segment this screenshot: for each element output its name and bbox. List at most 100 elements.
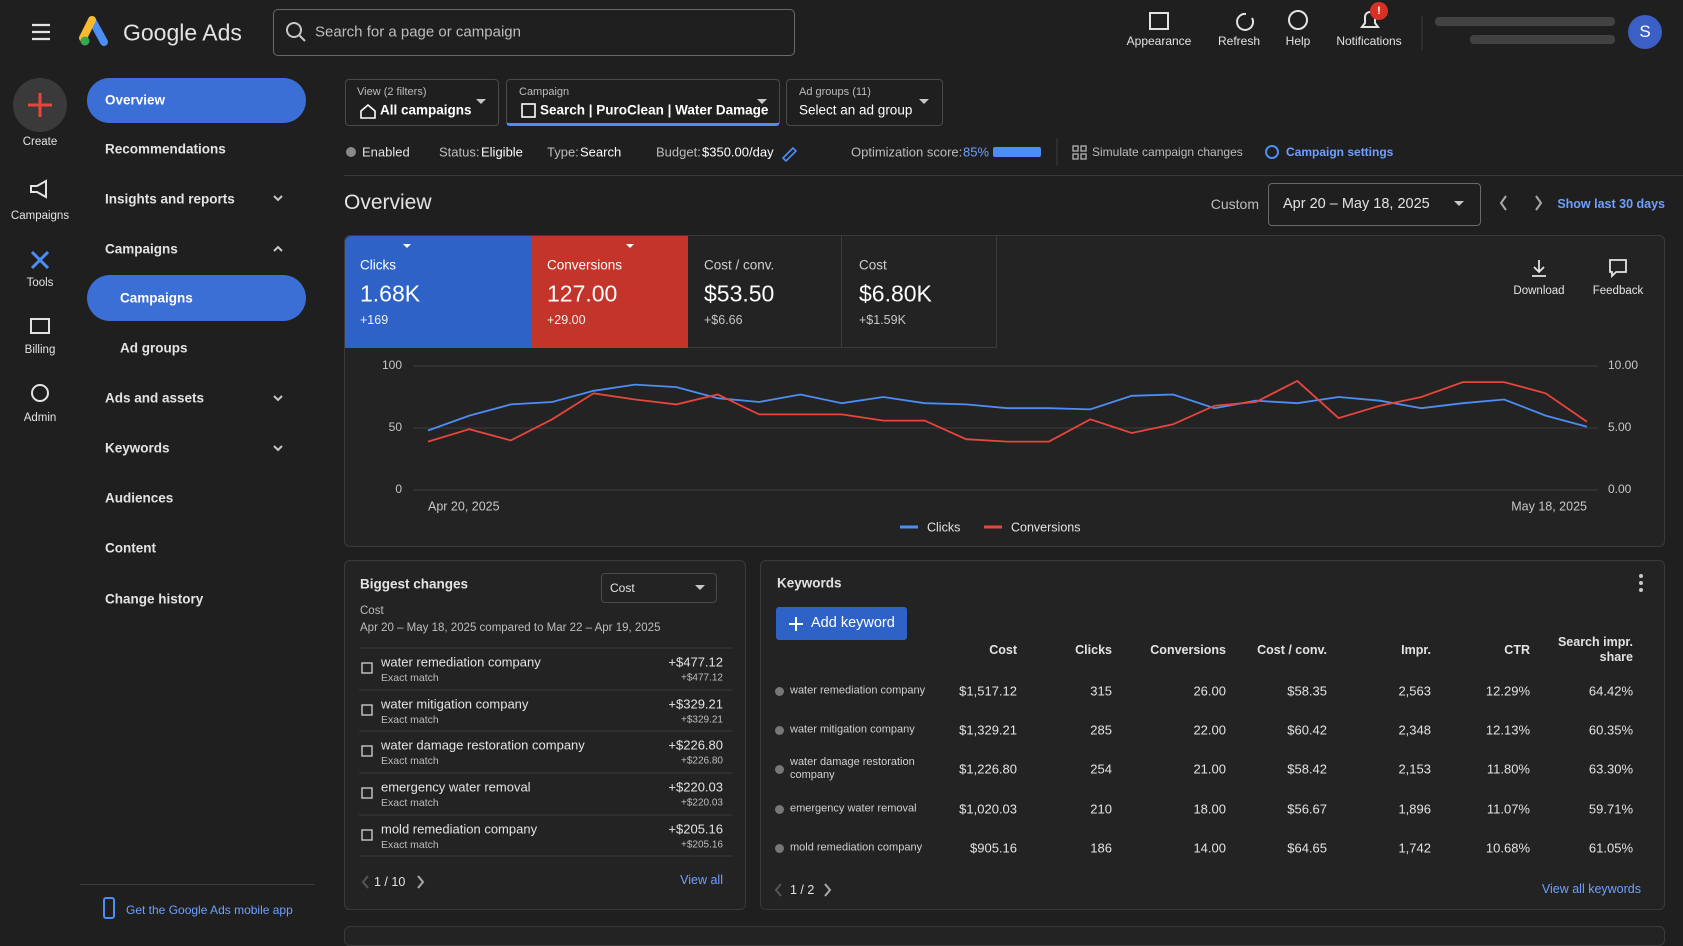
add-keyword-label[interactable]: Add keyword <box>811 615 895 631</box>
header-action[interactable]: Appearance <box>1126 34 1192 48</box>
blurred-account <box>1470 35 1615 44</box>
campaign-filter[interactable] <box>506 79 780 126</box>
nav-item[interactable]: Campaigns <box>105 241 178 257</box>
optimization-bar <box>993 147 1041 157</box>
date-value[interactable]: Apr 20 – May 18, 2025 <box>1283 196 1430 212</box>
rail-item[interactable]: Tools <box>26 277 54 289</box>
scorecard-clicks[interactable] <box>345 236 531 348</box>
nav-item[interactable]: Insights and reports <box>105 191 235 207</box>
mobile-app-link[interactable]: Get the Google Ads mobile app <box>126 903 293 917</box>
adgroup-filter[interactable] <box>786 79 943 126</box>
change-keyword[interactable]: emergency water removal <box>381 779 531 795</box>
tools-icon[interactable] <box>30 250 50 270</box>
nav-item[interactable]: Overview <box>105 92 166 108</box>
column-header: Conversions <box>1150 643 1226 657</box>
keyword-cell: 285 <box>1090 722 1112 738</box>
keyword-cell: $58.42 <box>1287 761 1327 777</box>
keyword-text[interactable]: mold remediation company <box>790 841 923 854</box>
scorecard-delta: +$1.59K <box>859 313 906 327</box>
keyword-cell: $56.67 <box>1287 801 1327 817</box>
menu-icon[interactable] <box>32 23 50 41</box>
nav-chevrons[interactable] <box>273 195 283 452</box>
search-placeholder[interactable]: Search for a page or campaign <box>315 23 521 41</box>
notifications-icon[interactable] <box>1360 11 1380 28</box>
billing-icon[interactable] <box>30 318 50 334</box>
create-button[interactable] <box>13 78 67 132</box>
scorecard-cost-conv[interactable] <box>688 236 842 348</box>
nav-item[interactable]: Recommendations <box>105 141 226 157</box>
keyword-cell: 2,348 <box>1398 722 1431 738</box>
y2-tick-label: 0.00 <box>1608 482 1632 496</box>
chart-action[interactable]: Feedback <box>1592 285 1644 297</box>
keyword-cell: 64.42% <box>1588 683 1633 699</box>
series-line <box>427 379 1588 443</box>
filter-value[interactable]: Search | PuroClean | Water Damage <box>540 102 769 118</box>
nav-item[interactable]: Ads and assets <box>105 390 205 406</box>
change-value: +$477.12 <box>668 654 723 670</box>
nav-item[interactable]: Content <box>105 540 156 556</box>
campaigns-icon[interactable] <box>30 179 47 199</box>
nav-item[interactable]: Keywords <box>105 440 170 456</box>
filter-value[interactable]: Select an ad group <box>799 102 913 118</box>
keyword-text[interactable]: water remediation company <box>790 684 926 697</box>
chart-action[interactable]: Download <box>1513 285 1565 297</box>
header-action[interactable]: Refresh <box>1217 34 1261 48</box>
change-keyword[interactable]: water remediation company <box>381 654 541 670</box>
scorecard-name: Cost / conv. <box>704 257 775 273</box>
admin-icon[interactable] <box>31 384 49 402</box>
scorecard-cost[interactable] <box>842 236 997 348</box>
keyword-text[interactable]: water mitigation company <box>790 723 915 736</box>
rail-item[interactable]: Campaigns <box>10 210 70 222</box>
settings-link[interactable]: Campaign settings <box>1286 145 1394 159</box>
nav-item[interactable]: Audiences <box>105 490 174 506</box>
keyword-cell: $58.35 <box>1287 683 1327 699</box>
rail-item[interactable]: Create <box>22 136 58 148</box>
column-header: CTR <box>1504 643 1530 657</box>
keyword-text[interactable]: emergency water removal <box>790 802 917 815</box>
keyword-text[interactable]: water damage restoration company <box>790 755 915 781</box>
filter-value[interactable]: All campaigns <box>380 102 472 118</box>
rail-item[interactable]: Billing <box>24 344 56 356</box>
change-match: Exact match <box>381 714 439 726</box>
metric-select[interactable]: Cost <box>610 581 635 595</box>
appearance-icon[interactable] <box>1149 12 1169 30</box>
avatar-letter: S <box>1639 22 1651 41</box>
date-picker[interactable] <box>1268 183 1481 226</box>
date-shortcut[interactable]: Show last 30 days <box>1557 197 1665 211</box>
change-match: Exact match <box>381 839 439 851</box>
header-action[interactable]: Notifications <box>1336 34 1402 48</box>
x-tick-label: Apr 20, 2025 <box>428 499 500 513</box>
rail-item[interactable]: Admin <box>23 412 57 424</box>
header-action[interactable]: Help <box>1285 34 1311 48</box>
nav-item[interactable]: Ad groups <box>120 340 188 356</box>
change-keyword[interactable]: water mitigation company <box>381 696 529 712</box>
change-value-small: +$205.16 <box>681 839 723 851</box>
column-header: Clicks <box>1075 643 1112 657</box>
keyword-cell: 315 <box>1090 683 1112 699</box>
nav-item[interactable]: Change history <box>105 591 204 607</box>
card-title: Keywords <box>777 575 842 591</box>
change-value: +$220.03 <box>668 779 723 795</box>
view-all-keywords-link[interactable]: View all keywords <box>1541 882 1641 896</box>
date-arrows[interactable] <box>1499 195 1543 211</box>
badge-text: ! <box>1377 5 1381 17</box>
change-keyword[interactable]: water damage restoration company <box>381 737 585 753</box>
simulate-icon <box>1072 145 1087 160</box>
scorecard-value: $6.80K <box>859 280 932 307</box>
scorecard-conversions[interactable] <box>531 236 688 348</box>
edit-budget-icon[interactable] <box>781 146 798 163</box>
view-all-link[interactable]: View all <box>680 873 723 887</box>
change-keyword[interactable]: mold remediation company <box>381 821 538 837</box>
search-box[interactable] <box>273 9 795 56</box>
status-dot <box>775 805 784 814</box>
help-icon[interactable] <box>1288 10 1308 30</box>
refresh-icon[interactable] <box>1236 12 1255 31</box>
metric-dropdown[interactable] <box>601 573 717 603</box>
create-plus <box>28 93 52 117</box>
simulate-link[interactable]: Simulate campaign changes <box>1092 145 1243 159</box>
nav-item[interactable]: Campaigns <box>120 290 193 306</box>
scorecard-delta: +169 <box>360 313 389 327</box>
change-value: +$226.80 <box>668 737 723 753</box>
view-filter[interactable] <box>345 79 499 126</box>
scorecard-name: Conversions <box>547 257 623 273</box>
